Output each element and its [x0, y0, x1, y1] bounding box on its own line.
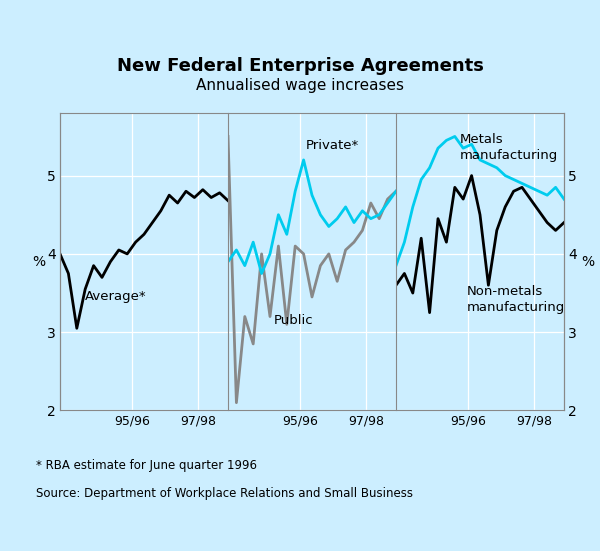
Text: Average*: Average* — [85, 290, 147, 304]
Text: New Federal Enterprise Agreements: New Federal Enterprise Agreements — [116, 57, 484, 75]
Text: Public: Public — [274, 314, 313, 327]
Text: Non-metals
manufacturing: Non-metals manufacturing — [467, 285, 565, 314]
Y-axis label: %: % — [32, 255, 46, 269]
Text: Annualised wage increases: Annualised wage increases — [196, 78, 404, 93]
Text: Source: Department of Workplace Relations and Small Business: Source: Department of Workplace Relation… — [36, 487, 413, 500]
Text: Metals
manufacturing: Metals manufacturing — [460, 133, 558, 161]
Text: Private*: Private* — [305, 139, 359, 152]
Text: * RBA estimate for June quarter 1996: * RBA estimate for June quarter 1996 — [36, 459, 257, 472]
Y-axis label: %: % — [581, 255, 595, 269]
